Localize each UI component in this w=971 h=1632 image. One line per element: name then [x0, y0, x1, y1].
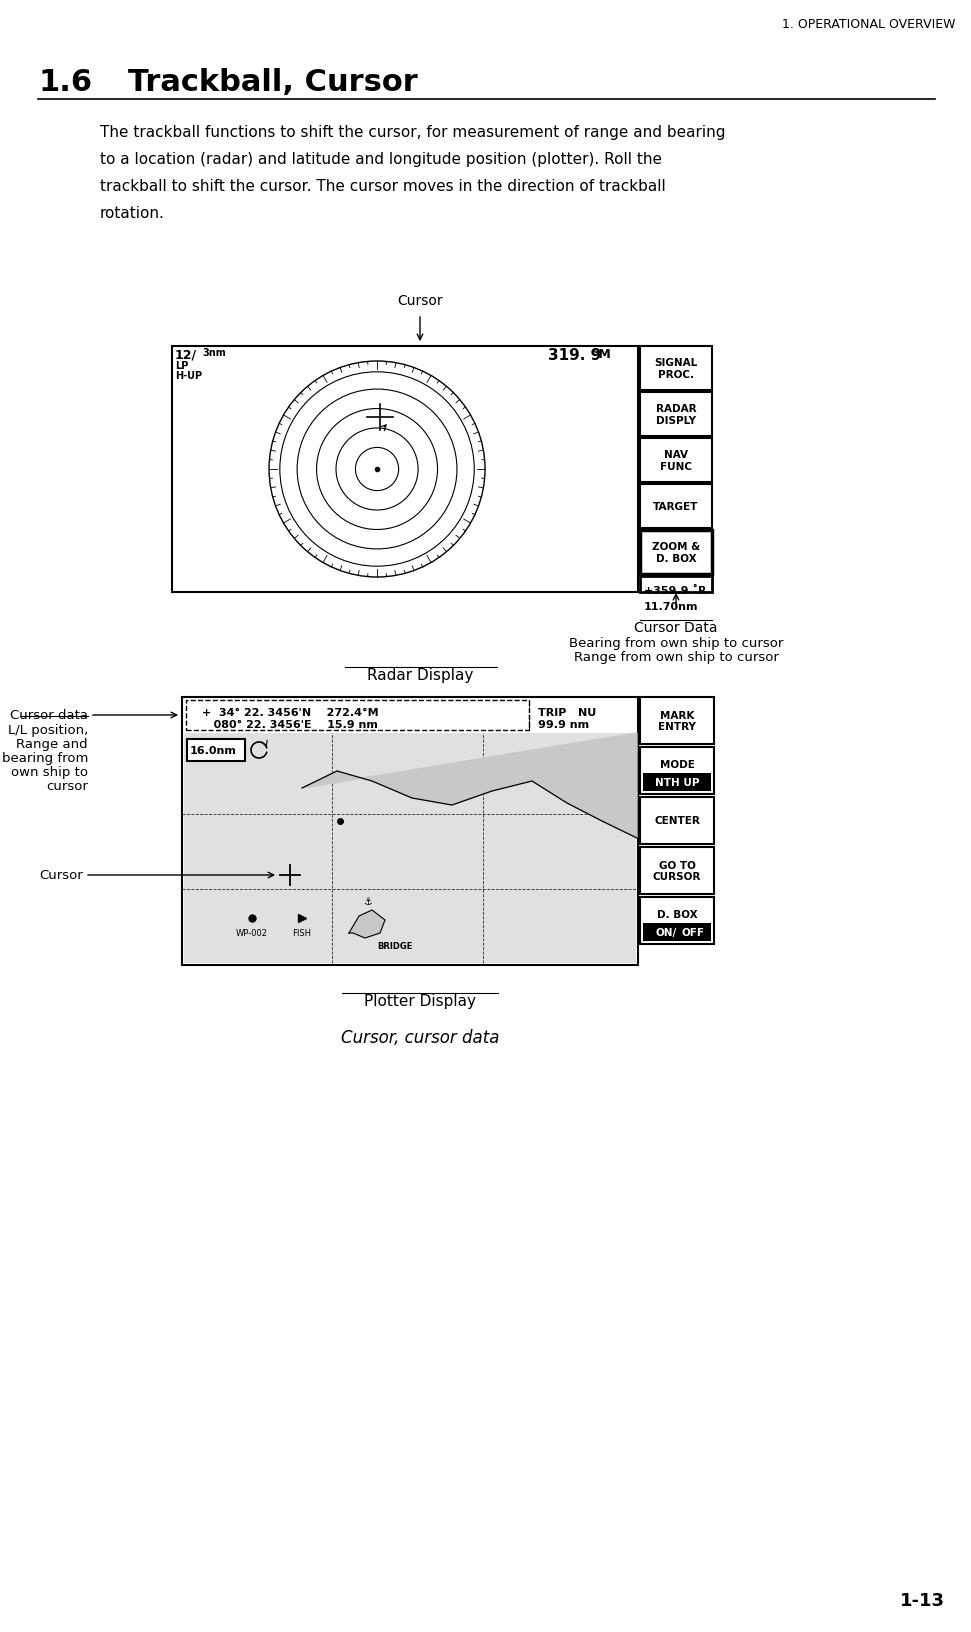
Text: 1-13: 1-13 — [900, 1591, 945, 1609]
Text: LP: LP — [175, 361, 188, 370]
Text: 319. 9: 319. 9 — [548, 348, 601, 362]
Bar — [640, 898, 714, 945]
Text: Cursor: Cursor — [39, 868, 83, 881]
Bar — [640, 346, 712, 390]
Text: Range from own ship to cursor: Range from own ship to cursor — [574, 651, 779, 664]
Text: NAV
FUNC: NAV FUNC — [660, 450, 692, 472]
Text: GO TO
CURSOR: GO TO CURSOR — [653, 860, 701, 881]
FancyBboxPatch shape — [186, 700, 529, 731]
Text: +359.9 ˚R: +359.9 ˚R — [644, 586, 707, 596]
Text: Trackball, Cursor: Trackball, Cursor — [128, 69, 418, 96]
Text: Plotter Display: Plotter Display — [364, 994, 476, 1009]
Text: SIGNAL
PROC.: SIGNAL PROC. — [654, 357, 697, 380]
Text: 3nm: 3nm — [202, 348, 225, 357]
Text: 16.0nm: 16.0nm — [190, 746, 237, 756]
Text: °M: °M — [593, 348, 612, 361]
Bar — [640, 847, 714, 894]
Bar — [640, 485, 712, 529]
Bar — [640, 393, 712, 437]
Text: L/L position,: L/L position, — [8, 725, 88, 738]
Text: 080° 22. 3456'E    15.9 nm: 080° 22. 3456'E 15.9 nm — [202, 720, 378, 730]
Bar — [640, 747, 714, 795]
Text: 99.9 nm: 99.9 nm — [538, 720, 589, 730]
Text: 1.6: 1.6 — [38, 69, 92, 96]
Text: D. BOX: D. BOX — [656, 911, 697, 920]
Text: Cursor Data: Cursor Data — [634, 620, 718, 635]
Text: own ship to: own ship to — [11, 765, 88, 778]
Text: Radar Display: Radar Display — [367, 667, 473, 682]
Bar — [640, 530, 712, 574]
Text: Cursor, cursor data: Cursor, cursor data — [341, 1028, 499, 1046]
Text: ON/: ON/ — [655, 927, 677, 937]
Text: ZOOM &
D. BOX: ZOOM & D. BOX — [652, 542, 700, 563]
Text: CENTER: CENTER — [654, 816, 700, 826]
Text: BRIDGE: BRIDGE — [377, 942, 413, 951]
Text: 12/: 12/ — [175, 348, 197, 361]
Text: RADAR
DISPLY: RADAR DISPLY — [655, 405, 696, 426]
Bar — [640, 697, 714, 744]
Bar — [640, 798, 714, 844]
Text: OFF: OFF — [682, 927, 705, 937]
Text: rotation.: rotation. — [100, 206, 165, 220]
Bar — [643, 924, 711, 942]
Text: TRIP   NU: TRIP NU — [538, 708, 596, 718]
Polygon shape — [349, 911, 385, 938]
Text: to a location (radar) and latitude and longitude position (plotter). Roll the: to a location (radar) and latitude and l… — [100, 152, 662, 166]
Text: MARK
ENTRY: MARK ENTRY — [658, 710, 696, 731]
Text: 11.70nm: 11.70nm — [644, 602, 698, 612]
Bar — [640, 576, 712, 592]
Text: trackball to shift the cursor. The cursor moves in the direction of trackball: trackball to shift the cursor. The curso… — [100, 180, 666, 194]
Bar — [640, 439, 712, 483]
Text: NTH UP: NTH UP — [654, 777, 699, 788]
Text: FISH: FISH — [292, 929, 312, 937]
Bar — [187, 739, 245, 762]
Polygon shape — [302, 733, 637, 839]
Text: H-UP: H-UP — [175, 370, 202, 380]
Bar — [172, 346, 638, 592]
Text: bearing from: bearing from — [2, 752, 88, 765]
Bar — [184, 733, 636, 963]
Text: The trackball functions to shift the cursor, for measurement of range and bearin: The trackball functions to shift the cur… — [100, 126, 725, 140]
Text: Range and: Range and — [17, 738, 88, 751]
Text: Cursor: Cursor — [397, 294, 443, 308]
Text: +  34° 22. 3456'N    272.4°M: + 34° 22. 3456'N 272.4°M — [202, 708, 379, 718]
Text: WP-002: WP-002 — [236, 929, 268, 937]
Bar — [182, 697, 638, 966]
Bar — [643, 774, 711, 792]
Text: MODE: MODE — [659, 761, 694, 770]
Text: cursor: cursor — [47, 780, 88, 793]
Text: TARGET: TARGET — [653, 501, 699, 512]
Text: 1. OPERATIONAL OVERVIEW: 1. OPERATIONAL OVERVIEW — [782, 18, 955, 31]
Text: Cursor data: Cursor data — [10, 708, 88, 721]
Text: ⚓: ⚓ — [362, 896, 371, 906]
Text: Bearing from own ship to cursor: Bearing from own ship to cursor — [569, 636, 784, 650]
